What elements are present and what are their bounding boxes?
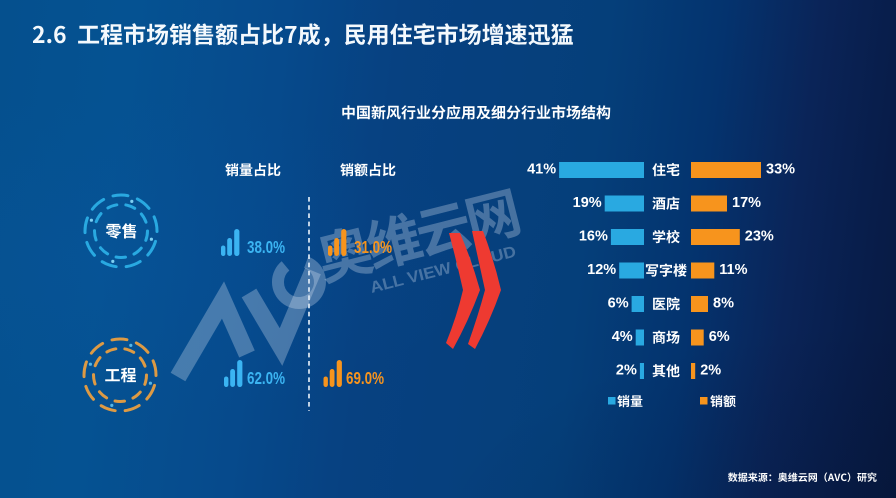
svg-text:23%: 23% — [745, 229, 774, 245]
svg-text:19%: 19% — [573, 195, 602, 211]
svg-text:6%: 6% — [608, 296, 629, 312]
svg-text:41%: 41% — [527, 162, 556, 178]
svg-text:69.0%: 69.0% — [346, 368, 384, 388]
svg-text:17%: 17% — [732, 195, 761, 211]
svg-text:16%: 16% — [579, 229, 608, 245]
svg-text:11%: 11% — [719, 262, 747, 278]
svg-text:8%: 8% — [713, 296, 734, 312]
svg-text:31.0%: 31.0% — [354, 237, 392, 257]
svg-text:12%: 12% — [587, 262, 616, 278]
svg-text:6%: 6% — [709, 329, 730, 345]
svg-text:38.0%: 38.0% — [247, 237, 285, 257]
svg-text:2%: 2% — [616, 363, 637, 379]
svg-text:2%: 2% — [700, 363, 721, 379]
svg-text:62.0%: 62.0% — [247, 368, 285, 388]
svg-text:4%: 4% — [612, 329, 633, 345]
svg-text:33%: 33% — [766, 162, 795, 178]
